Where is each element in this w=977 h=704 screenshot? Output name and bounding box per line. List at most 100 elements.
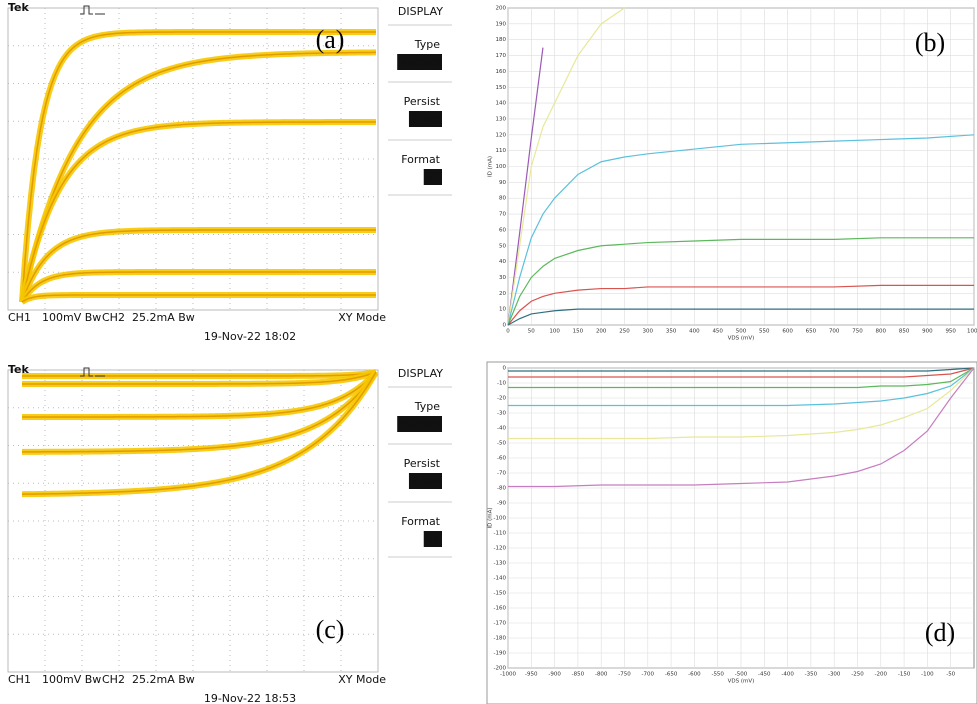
- menu-label: Persist: [404, 95, 441, 108]
- y-tick-label: 10: [499, 307, 506, 313]
- x-axis-label: VDS (mV): [728, 679, 755, 685]
- x-tick-label: 200: [596, 329, 607, 335]
- page: {"panel_labels": ["(a)", "(b)", "(c)", "…: [0, 0, 977, 704]
- x-tick-label: -750: [618, 672, 631, 678]
- scope-brand: Tek: [8, 1, 30, 14]
- x-tick-label: 450: [712, 329, 723, 335]
- scope-menu-title: DISPLAY: [398, 5, 443, 18]
- panel-label: (c): [316, 615, 345, 644]
- x-tick-label: -900: [548, 672, 561, 678]
- ch2-label: CH2: [102, 311, 125, 324]
- x-tick-label: 400: [689, 329, 700, 335]
- x-tick-label: -150: [898, 672, 911, 678]
- y-tick-label: 120: [496, 132, 507, 138]
- y-tick-label: 130: [496, 116, 507, 122]
- y-axis-label: ID (mA): [488, 507, 494, 528]
- ch1-scale: 100mV Bw: [42, 673, 101, 686]
- y-tick-label: 70: [499, 212, 506, 218]
- y-tick-label: -90: [497, 501, 506, 507]
- x-tick-label: 700: [829, 329, 840, 335]
- y-tick-label: -190: [494, 651, 507, 657]
- x-tick-label: 250: [619, 329, 630, 335]
- x-tick-label: -850: [572, 672, 585, 678]
- y-tick-label: -80: [497, 486, 506, 492]
- y-tick-label: 30: [499, 275, 506, 281]
- ch2-scale: 25.2mA Bw: [132, 673, 195, 686]
- y-tick-label: 150: [496, 85, 507, 91]
- y-tick-label: -200: [494, 666, 507, 672]
- y-tick-label: -130: [494, 561, 507, 567]
- x-axis-label: VDS (mV): [728, 336, 755, 342]
- x-tick-label: 350: [666, 329, 677, 335]
- x-tick-label: 800: [876, 329, 887, 335]
- panel-label: (d): [925, 618, 955, 647]
- y-tick-label: -140: [494, 576, 507, 582]
- x-tick-label: 50: [528, 329, 535, 335]
- ch2-label: CH2: [102, 673, 125, 686]
- y-tick-label: -40: [497, 426, 506, 432]
- panel-label: (a): [316, 25, 345, 54]
- y-tick-label: 180: [496, 37, 507, 43]
- x-tick-label: -550: [711, 672, 724, 678]
- menu-label: Format: [401, 153, 440, 166]
- y-tick-label: -160: [494, 606, 507, 612]
- y-tick-label: 40: [499, 259, 506, 265]
- figure: Tek DISPLAY Type Vectors Persist 2 sec Format X…: [0, 0, 977, 704]
- x-tick-label: -400: [781, 672, 794, 678]
- x-tick-label: -950: [525, 672, 538, 678]
- x-tick-label: 1000: [967, 329, 977, 335]
- y-tick-label: 200: [496, 6, 507, 12]
- y-tick-label: 160: [496, 69, 507, 75]
- x-tick-label: 0: [506, 329, 510, 335]
- y-tick-label: -60: [497, 456, 506, 462]
- y-tick-label: 0: [503, 366, 507, 372]
- y-tick-label: 50: [499, 243, 506, 249]
- y-tick-label: -30: [497, 411, 506, 417]
- y-tick-label: 110: [496, 148, 507, 154]
- y-tick-label: 0: [503, 323, 507, 329]
- panel-label: (b): [915, 28, 945, 57]
- y-axis-label: ID (mA): [488, 156, 494, 177]
- y-tick-label: 60: [499, 227, 506, 233]
- x-tick-label: -450: [758, 672, 771, 678]
- y-tick-label: 80: [499, 196, 506, 202]
- x-tick-label: 550: [759, 329, 770, 335]
- y-tick-label: -70: [497, 471, 506, 477]
- ch1-scale: 100mV Bw: [42, 311, 101, 324]
- x-tick-label: -350: [805, 672, 818, 678]
- y-tick-label: -120: [494, 546, 507, 552]
- menu-label: Type: [414, 400, 440, 413]
- menu-value: XY: [426, 532, 441, 545]
- scope-brand: Tek: [8, 363, 30, 376]
- x-tick-label: -250: [851, 672, 864, 678]
- y-tick-label: -100: [494, 516, 507, 522]
- x-tick-label: -800: [595, 672, 608, 678]
- x-tick-label: -100: [921, 672, 934, 678]
- y-tick-label: 100: [496, 164, 507, 170]
- menu-value: Vectors: [399, 417, 440, 430]
- scope-timestamp: 19-Nov-22 18:53: [204, 692, 296, 704]
- y-tick-label: 90: [499, 180, 506, 186]
- y-tick-label: -170: [494, 621, 507, 627]
- menu-value: XY: [426, 170, 441, 183]
- menu-label: Type: [414, 38, 440, 51]
- y-tick-label: -50: [497, 441, 506, 447]
- x-tick-label: -600: [688, 672, 701, 678]
- x-tick-label: -700: [642, 672, 655, 678]
- menu-value: 2 sec: [411, 112, 440, 125]
- y-tick-label: -20: [497, 396, 506, 402]
- x-tick-label: 950: [945, 329, 956, 335]
- menu-label: Format: [401, 515, 440, 528]
- x-tick-label: 150: [573, 329, 584, 335]
- scope-mode: XY Mode: [338, 311, 386, 324]
- y-tick-label: -10: [497, 381, 506, 387]
- ch1-label: CH1: [8, 673, 31, 686]
- x-tick-label: -500: [735, 672, 748, 678]
- x-tick-label: -200: [875, 672, 888, 678]
- x-tick-label: 100: [549, 329, 560, 335]
- x-tick-label: 600: [782, 329, 793, 335]
- menu-value: Vectors: [399, 55, 440, 68]
- x-tick-label: -650: [665, 672, 678, 678]
- menu-value: 2 sec: [411, 474, 440, 487]
- y-tick-label: 20: [499, 291, 506, 297]
